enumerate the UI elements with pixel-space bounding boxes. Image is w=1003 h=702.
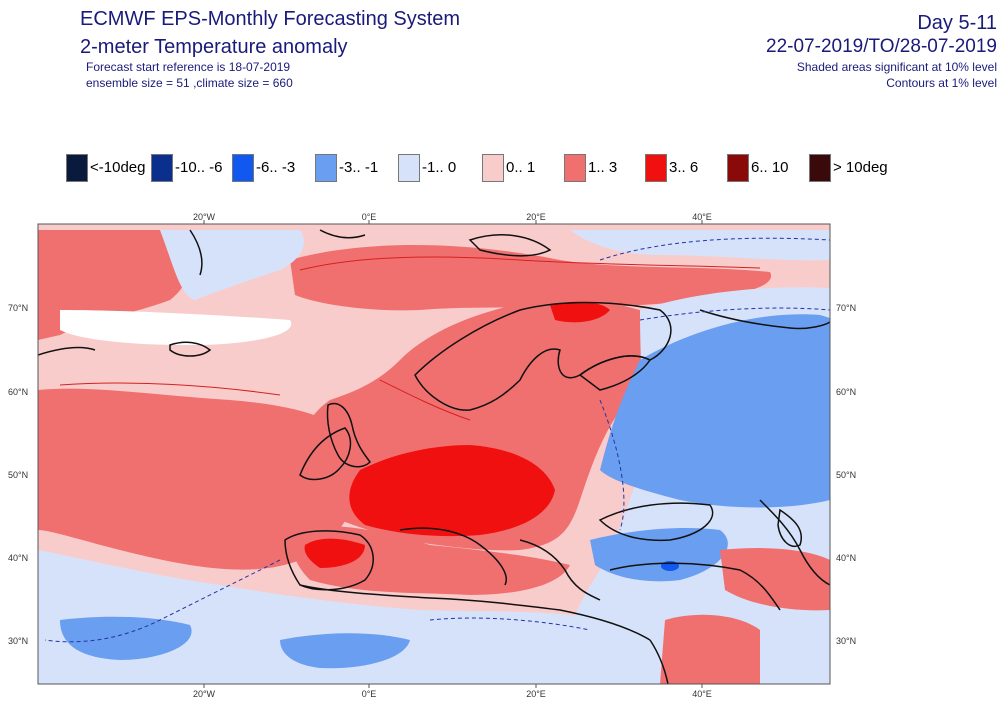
graticule-ticks [203,220,703,688]
contour-significance-note: Contours at 1% level [886,76,997,90]
legend-swatch [727,154,749,182]
color-legend: <-10deg -10.. -6 -6.. -3 -3.. -1 -1.. 0 … [66,154,946,184]
legend-label: -6.. -3 [256,159,296,176]
arabia-warm-zone [660,614,760,684]
legend-swatch [232,154,254,182]
lon-label-bottom-0e: 0°E [362,689,377,699]
legend-label: 0.. 1 [506,159,536,176]
north-atlantic-neutral [60,310,292,345]
legend-swatch [809,154,831,182]
map-subtitle: 2-meter Temperature anomaly [80,36,348,58]
mediterranean-warm-zone [290,525,570,595]
legend-label: 6.. 10 [751,159,789,176]
lat-label-left-70n: 70°N [8,303,28,313]
lon-label-bottom-20e: 20°E [526,689,546,699]
legend-swatch [564,154,586,182]
lon-label-top-40e: 40°E [692,212,712,222]
coastlines [38,229,830,684]
lon-label-bottom-40e: 40°E [692,689,712,699]
legend-label: > 10deg [833,159,888,176]
lat-label-left-50n: 50°N [8,470,28,480]
anomaly-field [38,224,830,684]
central-europe-hot-core [349,445,555,537]
lat-label-right-70n: 70°N [836,303,856,313]
lon-label-bottom-20w: 20°W [193,689,216,699]
lon-label-top-0e: 0°E [362,212,377,222]
forecast-dates: 22-07-2019/TO/28-07-2019 [766,36,997,57]
legend-swatch [315,154,337,182]
lat-label-left-30n: 30°N [8,636,28,646]
map-title: ECMWF EPS-Monthly Forecasting System [80,8,461,30]
lat-label-right-50n: 50°N [836,470,856,480]
lon-label-top-20e: 20°E [526,212,546,222]
legend-swatch [66,154,88,182]
legend-swatch [645,154,667,182]
lat-label-right-60n: 60°N [836,387,856,397]
legend-swatch [151,154,173,182]
turkey-cold-zone [590,528,728,582]
ensemble-size-text: ensemble size = 51 ,climate size = 660 [86,76,293,90]
finland-hot-patch [550,301,610,323]
atlantic-cold-patch [60,616,192,660]
legend-label: <-10deg [90,159,146,176]
southern-cool-zone [38,550,600,684]
iberia-hot-patch [304,538,365,568]
warm-contours [59,256,761,421]
legend-label: 3.. 6 [669,159,699,176]
forecast-period: Day 5-11 [917,12,997,34]
lat-label-left-60n: 60°N [8,387,28,397]
legend-label: -1.. 0 [422,159,457,176]
legend-label: 1.. 3 [588,159,618,176]
atlantic-warm-zone-north [60,398,320,442]
greenland-cool-patch [160,230,304,300]
arctic-warm-band [290,245,772,311]
north-africa-cold-patch [280,633,410,669]
map-frame [37,223,831,685]
russia-cold-zone [600,314,830,508]
lat-label-right-40n: 40°N [836,553,856,563]
lat-label-right-30n: 30°N [836,636,856,646]
forecast-start-text: Forecast start reference is 18-07-2019 [86,60,291,74]
middle-east-warm-zone [720,548,830,611]
legend-swatch [398,154,420,182]
legend-swatch [482,154,504,182]
temperature-anomaly-map: 20°W 0°E 20°E 40°E 20°W 0°E 20°E 40°E 70… [8,212,856,699]
significance-contours [44,237,830,643]
shaded-significance-note: Shaded areas significant at 10% level [796,60,997,74]
lon-label-top-20w: 20°W [193,212,216,222]
lat-label-left-40n: 40°N [8,553,28,563]
arctic-cool-band [570,230,830,261]
legend-label: -10.. -6 [175,159,223,176]
legend-label: -3.. -1 [339,159,379,176]
